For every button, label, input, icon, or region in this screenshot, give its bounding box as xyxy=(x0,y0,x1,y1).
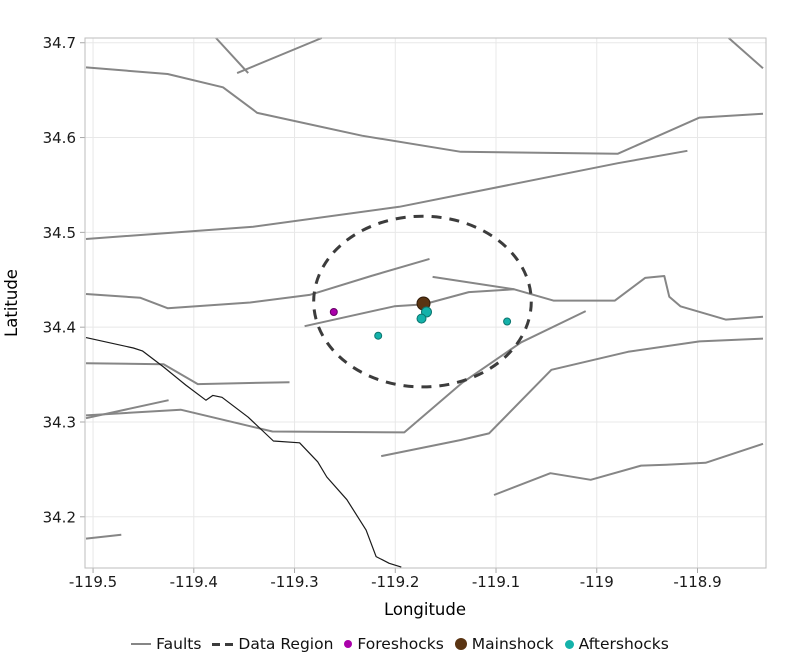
data-region-ellipse xyxy=(312,214,533,389)
x-tick-label: -119.3 xyxy=(270,573,318,591)
coastline-path xyxy=(85,337,402,568)
aftershocks-point xyxy=(503,317,512,326)
legend-label: Mainshock xyxy=(471,635,554,653)
coastline xyxy=(85,337,402,568)
data-region-circle xyxy=(312,214,533,389)
legend: Faults Data Region Foreshocks Mainshock Afte… xyxy=(0,632,800,656)
plot-border xyxy=(84,37,767,569)
fault-line xyxy=(85,66,764,155)
foreshocks-dot-icon xyxy=(344,640,353,648)
fault-line xyxy=(85,149,688,240)
x-tick-label: -119 xyxy=(580,573,614,591)
legend-label: Data Region xyxy=(238,635,334,653)
legend-item-faults: Faults xyxy=(131,635,201,653)
axes: -119.5 -119.4 -119.3 -119.2 -119.1 -119 -118.9… xyxy=(43,34,767,591)
x-axis-title: Longitude xyxy=(384,600,466,619)
y-tick-label: 34.2 xyxy=(43,508,76,526)
fault-line xyxy=(85,310,587,434)
faults-line-icon xyxy=(131,643,152,645)
legend-label: Faults xyxy=(156,635,202,653)
fault-line xyxy=(215,37,249,74)
x-tick-label: -119.2 xyxy=(371,573,419,591)
fault-line xyxy=(493,442,764,496)
fault-line xyxy=(381,337,764,458)
gridlines xyxy=(85,38,766,568)
fault-line xyxy=(304,288,515,328)
dash-segment xyxy=(225,642,234,646)
fault-line xyxy=(85,399,169,420)
y-axis-title: Latitude xyxy=(2,269,21,337)
legend-item-mainshock: Mainshock xyxy=(454,635,554,653)
y-tick-label: 34.5 xyxy=(43,224,76,242)
x-tick-label: -119.4 xyxy=(170,573,218,591)
fault-line xyxy=(432,275,764,321)
fault-line xyxy=(85,257,430,310)
dashed-region-icon xyxy=(212,642,234,646)
legend-item-data-region: Data Region xyxy=(212,635,333,653)
fault-line xyxy=(85,533,122,540)
legend-item-foreshocks: Foreshocks xyxy=(344,635,444,653)
fault-line xyxy=(236,37,323,75)
x-tick-label: -119.1 xyxy=(472,573,520,591)
y-tick-label: 34.3 xyxy=(43,413,76,431)
fault-line xyxy=(728,37,764,70)
legend-item-aftershocks: Aftershocks xyxy=(564,635,669,653)
legend-label: Foreshocks xyxy=(357,635,444,653)
y-tick-label: 34.4 xyxy=(43,319,76,337)
y-tick-label: 34.7 xyxy=(43,34,76,52)
fault-line xyxy=(85,362,290,386)
aftershocks-point xyxy=(374,331,383,340)
fault-lines xyxy=(85,37,764,540)
foreshocks-point xyxy=(329,308,338,316)
dash-segment xyxy=(212,642,221,646)
x-tick-label: -118.9 xyxy=(673,573,721,591)
legend-label: Aftershocks xyxy=(578,635,669,653)
y-tick-label: 34.6 xyxy=(43,129,76,147)
earthquake-points xyxy=(329,296,512,340)
x-tick-label: -119.5 xyxy=(69,573,117,591)
aftershocks-point xyxy=(416,313,427,324)
mainshock-dot-icon xyxy=(454,638,467,650)
aftershocks-dot-icon xyxy=(564,639,574,649)
